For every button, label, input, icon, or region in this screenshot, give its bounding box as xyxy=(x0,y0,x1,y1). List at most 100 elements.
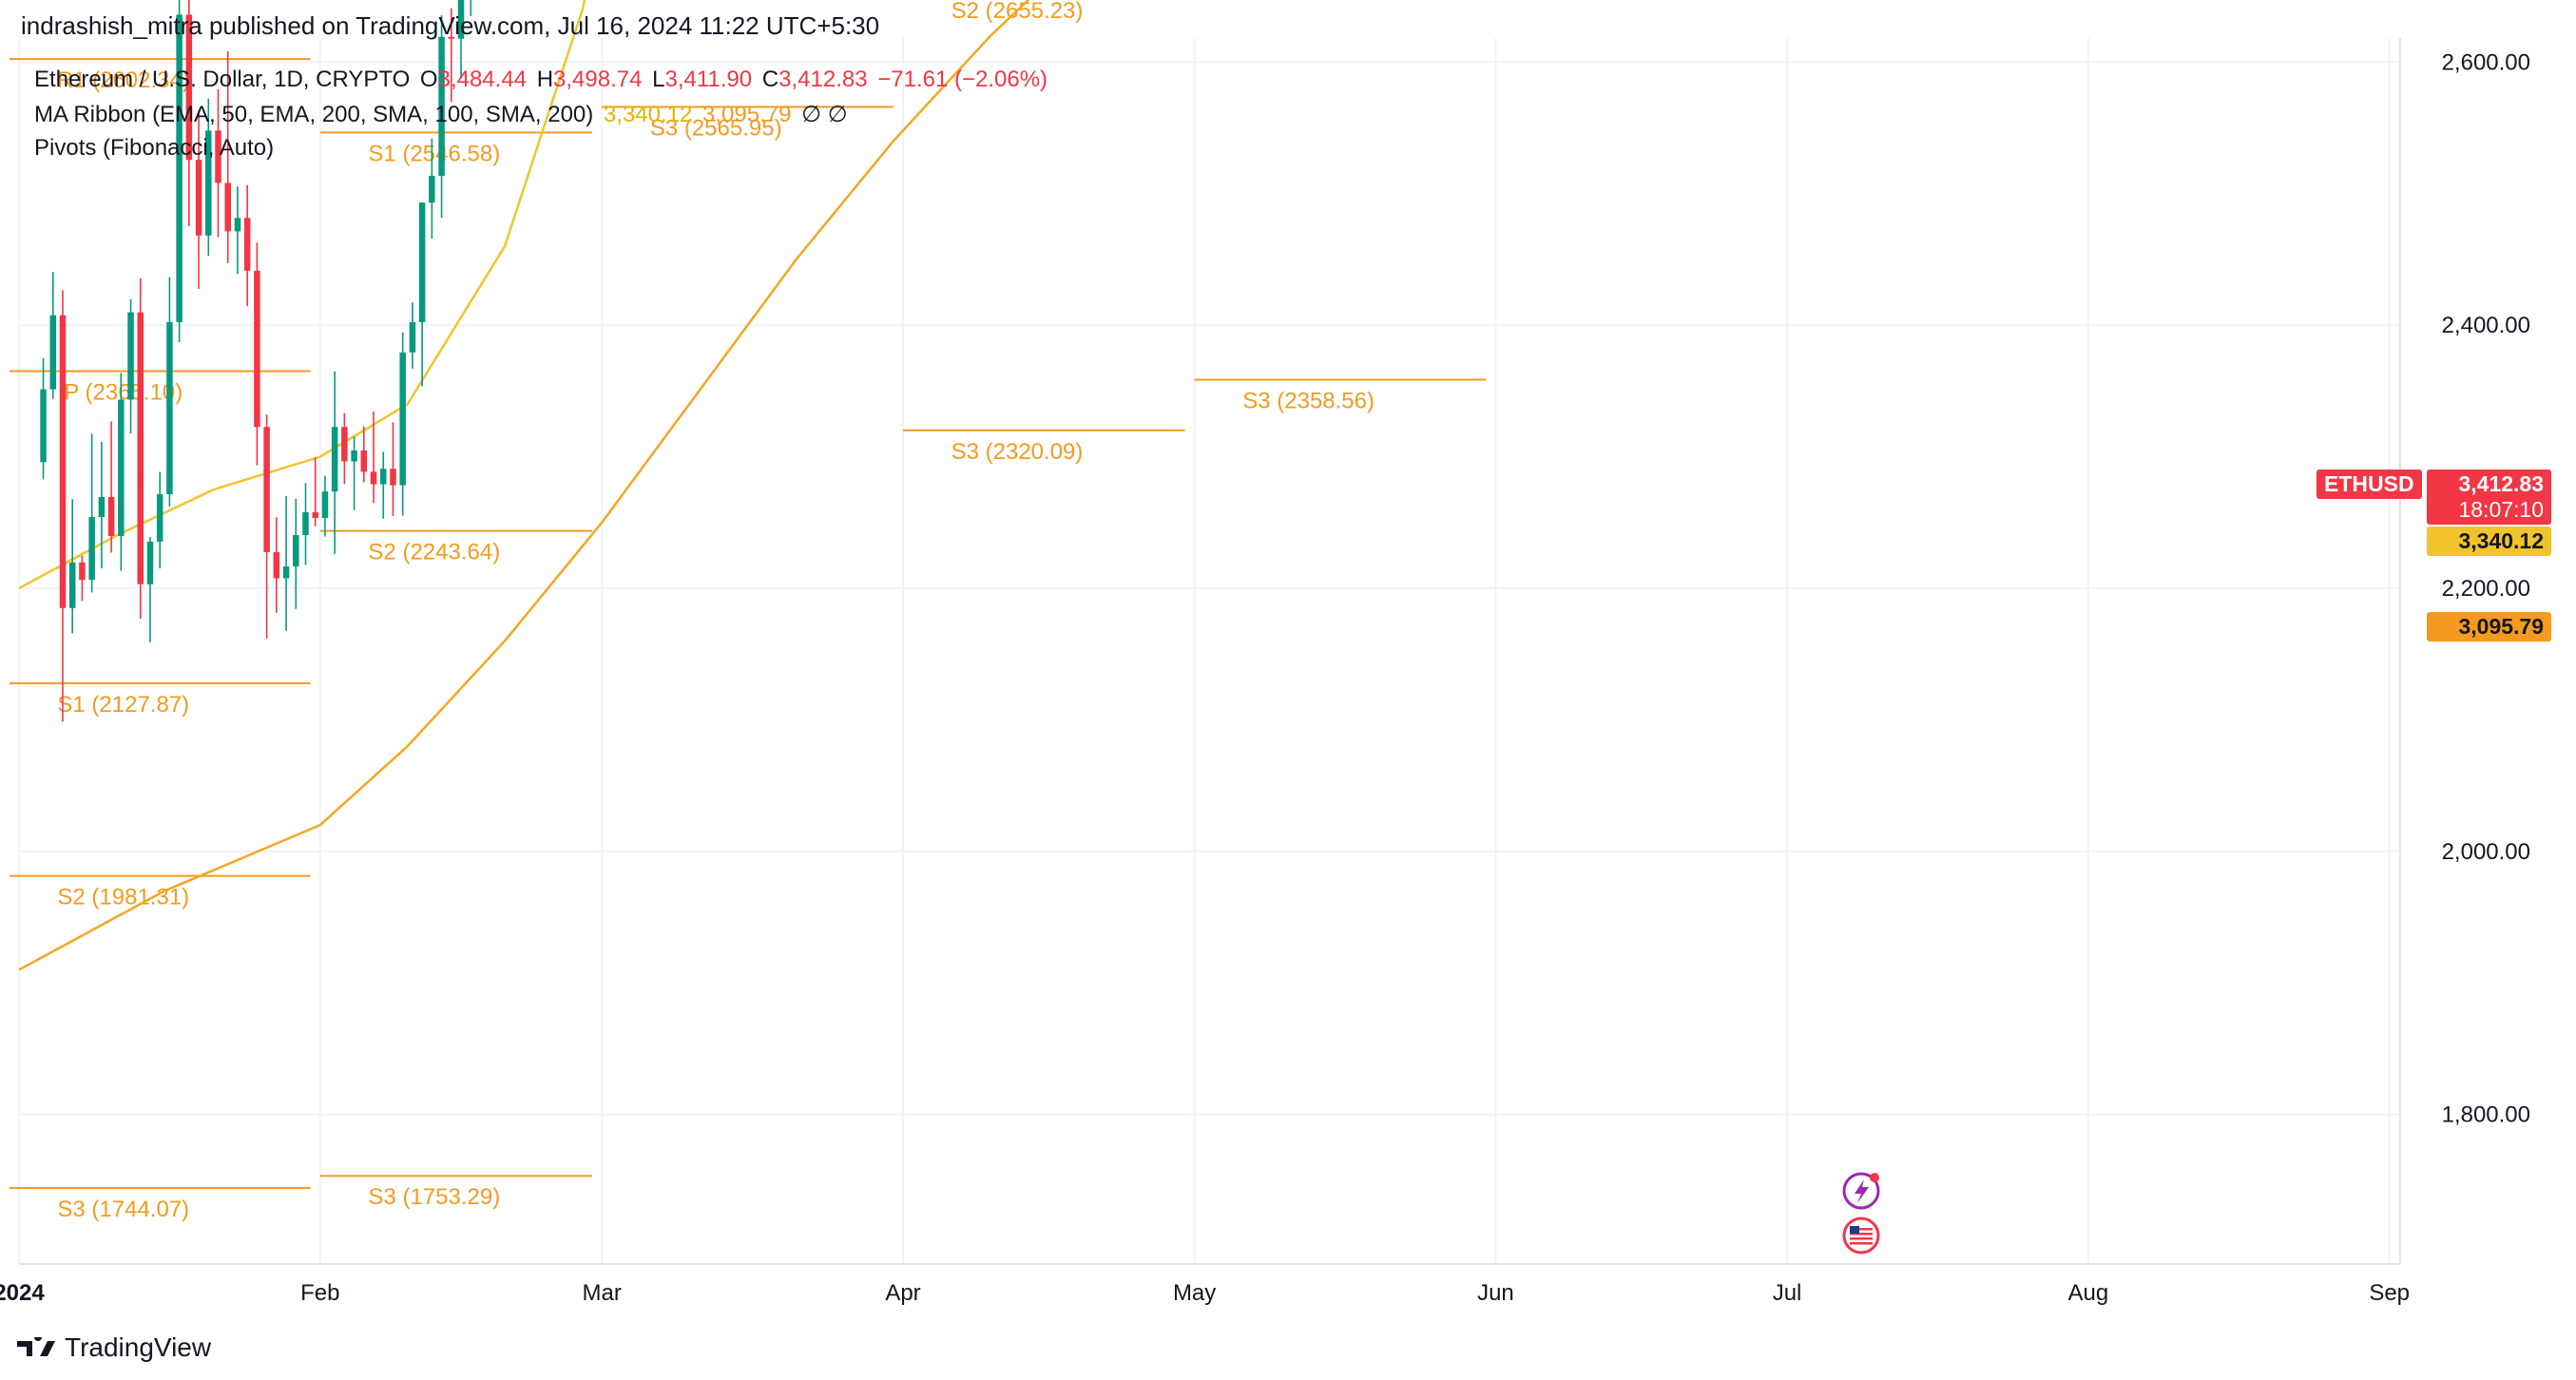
candle-body xyxy=(40,389,47,463)
candle-body xyxy=(49,315,57,390)
candle xyxy=(88,433,95,593)
candle-body xyxy=(429,175,435,203)
candle-body xyxy=(166,322,173,495)
flag-stripe xyxy=(1850,1233,1873,1236)
candle-body xyxy=(370,471,377,485)
candle xyxy=(79,555,86,602)
candle-body xyxy=(312,511,318,519)
candle-body xyxy=(448,36,455,39)
pivot-label: S3 (2320.09) xyxy=(952,439,1084,465)
candle xyxy=(263,414,270,639)
candle xyxy=(224,51,231,263)
candle-body xyxy=(107,496,115,537)
flag-stripe xyxy=(1850,1228,1873,1231)
legend-close: 3,412.83 xyxy=(779,67,868,92)
event-dot xyxy=(1870,1173,1879,1182)
legend-symbol-row[interactable]: Ethereum / U.S. Dollar, 1D, CRYPTO O3,48… xyxy=(34,67,1048,93)
candle xyxy=(418,201,426,387)
pivot-label: S3 (2358.56) xyxy=(1242,389,1375,414)
candle-body xyxy=(195,160,202,236)
lightning-bolt-shape xyxy=(1855,1179,1869,1203)
chart-icons xyxy=(1842,1172,1880,1255)
legend-open: 3,484.44 xyxy=(437,67,528,92)
pivot-label: S3 (2565.95) xyxy=(650,116,782,142)
candle xyxy=(273,517,280,613)
ema200-tag: 3,095.79 xyxy=(2427,612,2551,642)
candle-body xyxy=(438,36,445,176)
tradingview-brand: TradingView xyxy=(65,1332,212,1362)
ema50-line xyxy=(18,0,586,590)
legend-c-label: C xyxy=(761,67,779,92)
candle xyxy=(98,441,106,568)
candle-body xyxy=(331,427,338,492)
candle xyxy=(137,278,144,620)
candle-body xyxy=(215,130,221,183)
candle-body xyxy=(293,534,299,567)
candle-body xyxy=(185,14,193,161)
pivot-label: S2 (2243.64) xyxy=(368,540,500,565)
tradingview-logo-icon xyxy=(17,1333,55,1359)
candle xyxy=(331,371,338,554)
pivot-label: R1 (2602.34) xyxy=(57,67,190,93)
candle xyxy=(243,184,251,307)
candle xyxy=(438,15,445,218)
y-tick-label: 2,400.00 xyxy=(2442,313,2530,338)
candle xyxy=(351,436,357,510)
footer-brand[interactable]: TradingView xyxy=(17,1332,211,1363)
legend-o-label: O xyxy=(419,67,438,92)
candle-body xyxy=(273,551,280,579)
candle xyxy=(156,471,163,568)
candle-body xyxy=(146,541,154,585)
candle xyxy=(254,242,260,466)
candle-body xyxy=(360,450,368,472)
candle xyxy=(302,483,309,565)
candle-body xyxy=(263,427,270,552)
candle xyxy=(118,373,125,571)
candle xyxy=(127,298,134,434)
x-tick-label: Feb xyxy=(300,1280,339,1306)
candle-body xyxy=(243,218,251,271)
legend-pivots-row[interactable]: Pivots (Fibonacci, Auto) xyxy=(34,135,274,162)
legend-ma-value-2: 3,095.79 xyxy=(702,102,792,127)
pivot-levels: R3 (2986.13)R2 (2748.90)R1 (2602.34)P (2… xyxy=(9,0,1487,1222)
y-tick-label: 2,000.00 xyxy=(2442,839,2530,865)
legend-l-label: L xyxy=(652,67,665,92)
pivot-label: S1 (2546.58) xyxy=(368,141,500,166)
candle xyxy=(40,357,47,480)
candle-body xyxy=(234,218,241,232)
legend-h-label: H xyxy=(536,67,554,92)
candle-body xyxy=(68,562,76,608)
flag-stripe xyxy=(1850,1242,1873,1245)
legend-low: 3,411.90 xyxy=(664,67,753,92)
candle xyxy=(176,0,183,343)
candle-body xyxy=(59,315,67,608)
candle-body xyxy=(321,491,329,519)
last-price-tag: 3,412.83 18:07:10 xyxy=(2427,470,2551,525)
x-tick-label: Jul xyxy=(1773,1280,1802,1306)
candle-body xyxy=(351,450,357,462)
candle-body xyxy=(127,312,134,400)
last-price: 3,412.83 xyxy=(2458,471,2544,496)
x-tick-label: 2024 xyxy=(0,1280,45,1306)
x-tick-label: Jun xyxy=(1477,1280,1514,1306)
candle-body xyxy=(98,496,106,517)
candle xyxy=(321,475,329,537)
us-flag-event-icon xyxy=(1842,1217,1880,1255)
legend-ma-value-1: 3,340.12 xyxy=(603,102,693,127)
candle xyxy=(429,138,435,239)
legend-ma-row[interactable]: MA Ribbon (EMA, 50, EMA, 200, SMA, 100, … xyxy=(34,101,848,128)
candle-body xyxy=(88,516,95,581)
candle xyxy=(390,422,396,516)
candle-body xyxy=(137,312,144,585)
axes: 1,800.00 2,000.00 2,200.00 2,400.00 2,600.00… xyxy=(0,38,2530,1306)
ema50-tag: 3,340.12 xyxy=(2427,527,2551,556)
candle-body xyxy=(399,352,406,486)
candle-body xyxy=(224,182,231,232)
candle xyxy=(341,412,348,485)
candle-body xyxy=(380,469,387,485)
candle xyxy=(312,457,318,527)
legend-change: −71.61 (−2.06%) xyxy=(877,67,1048,92)
candle xyxy=(282,495,290,631)
candles xyxy=(40,0,472,722)
